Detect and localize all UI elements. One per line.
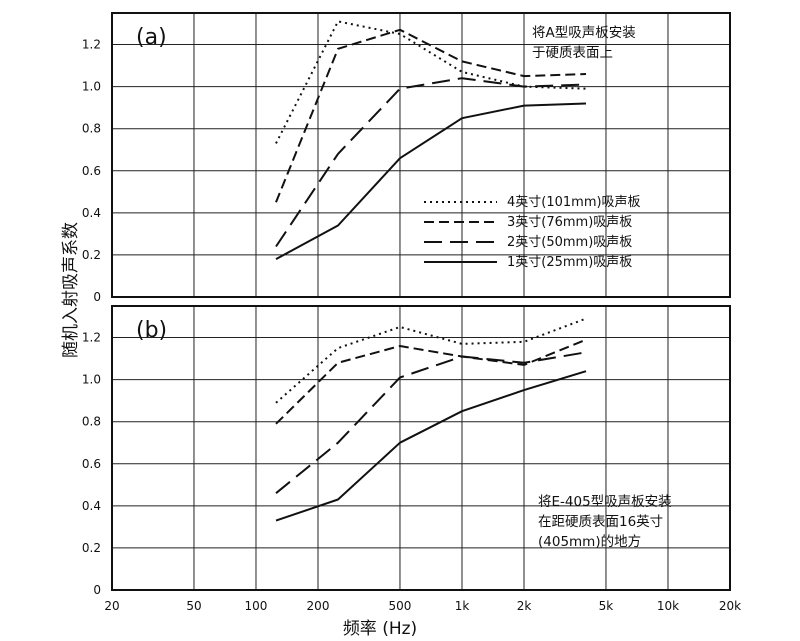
- legend-label: 3英寸(76mm)吸声板: [507, 215, 632, 230]
- x-tick-label: 200: [307, 599, 330, 613]
- y-tick-label: 0: [93, 583, 101, 597]
- series-line-solid: [275, 102, 587, 260]
- x-axis-title: 频率 (Hz): [343, 619, 417, 639]
- legend-label: 2英寸(50mm)吸声板: [507, 235, 632, 250]
- legend-label: 1英寸(25mm)吸声板: [507, 255, 632, 270]
- panel-label: (a): [136, 25, 167, 50]
- x-tick-label: 1k: [455, 599, 470, 613]
- x-tick-label: 2k: [517, 599, 532, 613]
- annotation-line: 于硬质表面上: [532, 45, 613, 61]
- x-tick-label: 5k: [599, 599, 614, 613]
- series-line-dotted: [275, 317, 587, 404]
- x-tick-label: 20k: [719, 599, 741, 613]
- annotation-line: 在距硬质表面16英寸: [538, 513, 663, 530]
- plot-frame: [111, 12, 731, 298]
- legend-label: 4英寸(101mm)吸声板: [507, 195, 641, 210]
- y-tick-label: 0: [93, 290, 101, 304]
- annotation-line: (405mm)的地方: [538, 534, 641, 550]
- plot-frame: [111, 305, 731, 591]
- y-tick-label: 0.4: [82, 206, 101, 220]
- annotation-line: 将A型吸声板安装: [532, 25, 636, 41]
- x-tick-label: 10k: [657, 599, 679, 613]
- panel-b: 0 0.2 0.4 0.6 0.8 1.0 1.2 (b) 将E-405型吸声板安装在距硬质表面…: [82, 305, 731, 597]
- y-tick-label: 1.2: [82, 331, 101, 345]
- series-line-long-dashed: [275, 351, 587, 494]
- y-axis-title: 随机入射吸声系数: [61, 222, 81, 358]
- series-line-dashed: [275, 28, 587, 203]
- series-line-long-dashed: [275, 77, 587, 248]
- y-tick-label: 1.2: [82, 38, 101, 52]
- y-tick-label: 0.4: [82, 499, 101, 513]
- y-tick-label: 0.8: [82, 415, 101, 429]
- y-tick-label: 0.2: [82, 248, 101, 262]
- x-tick-label: 20: [104, 599, 119, 613]
- x-tick-label: 100: [245, 599, 268, 613]
- y-tick-label: 1.0: [82, 373, 101, 387]
- annotation-line: 将E-405型吸声板安装: [538, 494, 672, 510]
- y-tick-label: 0.2: [82, 541, 101, 555]
- x-tick-label: 500: [389, 599, 412, 613]
- y-tick-label: 1.0: [82, 80, 101, 94]
- series-line-dashed: [275, 338, 587, 425]
- series-line-solid: [275, 370, 587, 522]
- series-line-dotted: [275, 20, 587, 144]
- x-tick-label: 50: [186, 599, 201, 613]
- shared-axes: 20 50 100 200 500 1k 2k 5k 10k 20k 频率 (Hz) 随机入射吸声系数: [61, 222, 741, 639]
- y-tick-label: 0.6: [82, 457, 101, 471]
- y-tick-label: 0.6: [82, 164, 101, 178]
- y-tick-label: 0.8: [82, 122, 101, 136]
- panel-label: (b): [136, 318, 167, 343]
